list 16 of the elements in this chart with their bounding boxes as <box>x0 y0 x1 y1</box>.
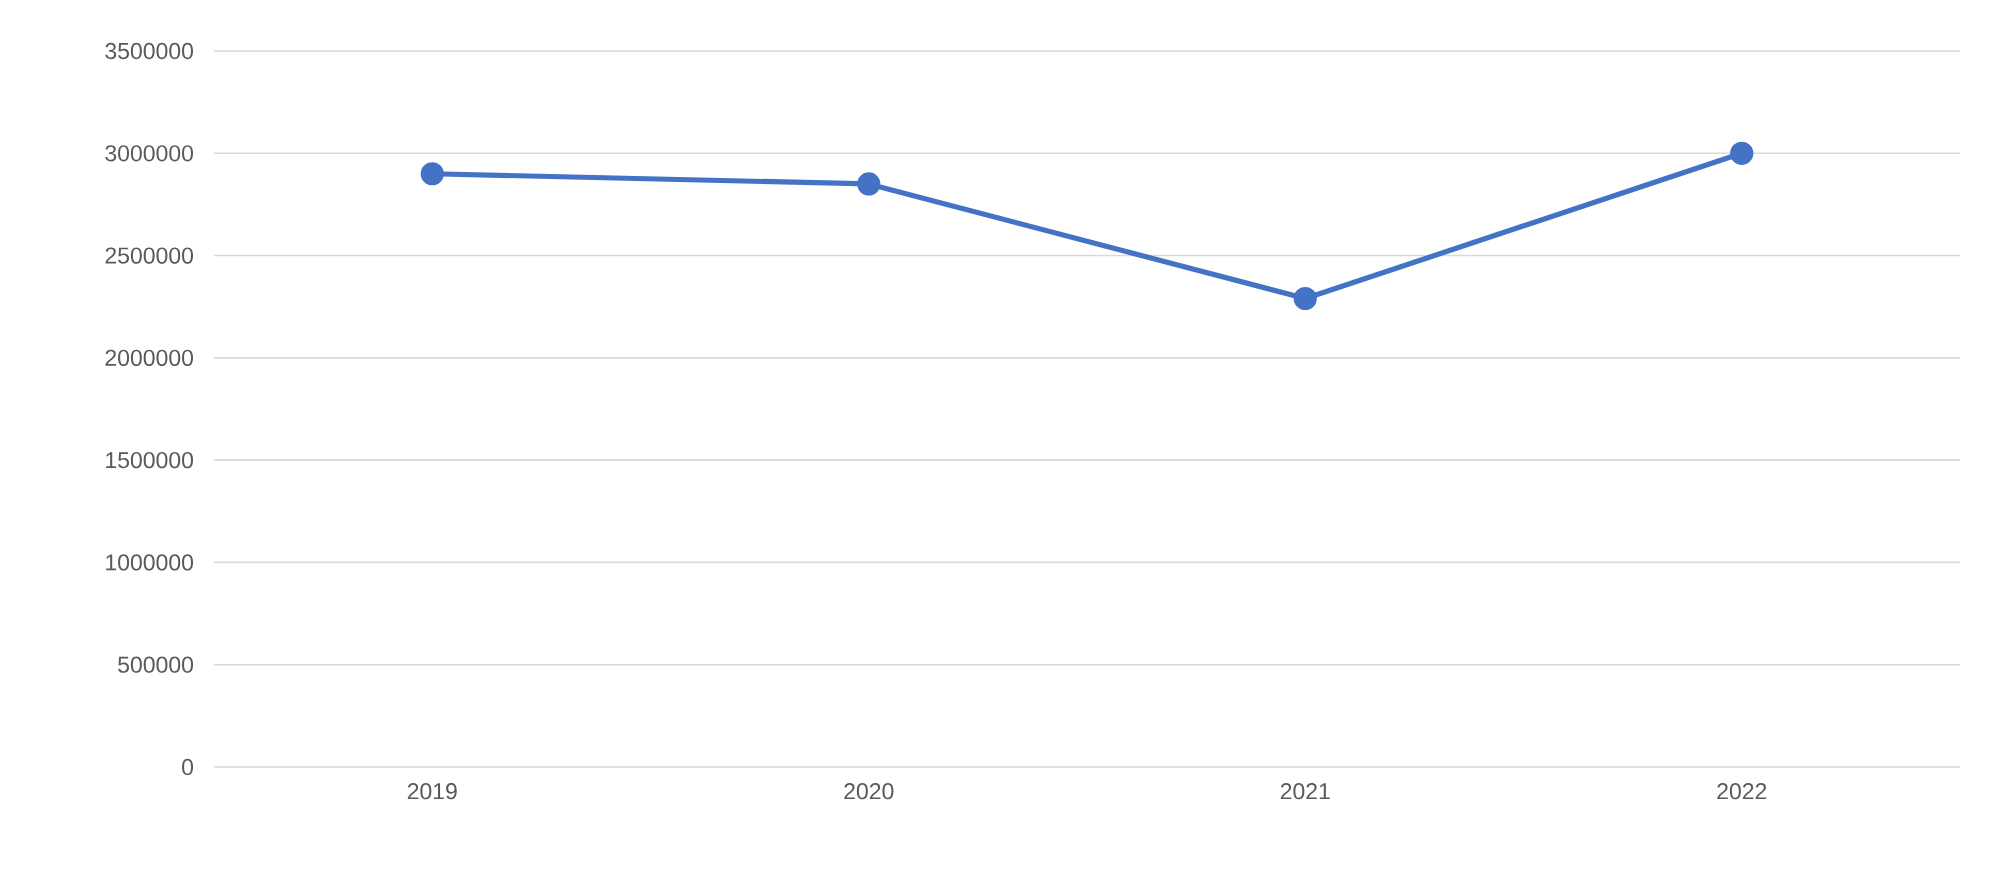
x-tick-label: 2021 <box>1280 783 1330 800</box>
x-tick-label: 2019 <box>407 783 457 800</box>
x-tick-label: 2020 <box>844 783 894 800</box>
y-tick-label: 1500000 <box>106 451 194 469</box>
point <box>420 162 444 186</box>
y-tick-label: 0 <box>182 758 194 776</box>
x-tick-label: 2022 <box>1717 783 1767 800</box>
y-tick-label: 3500000 <box>105 42 194 60</box>
y-tick-label: 1000000 <box>106 554 194 571</box>
y-tick-label: 2000000 <box>105 349 194 366</box>
point <box>1730 141 1754 165</box>
y-tick-label: 2500000 <box>105 247 194 264</box>
point <box>857 172 881 196</box>
point <box>1293 286 1317 311</box>
y-tick-label: 500000 <box>118 656 194 673</box>
y-tick-label: 3000000 <box>105 145 194 162</box>
